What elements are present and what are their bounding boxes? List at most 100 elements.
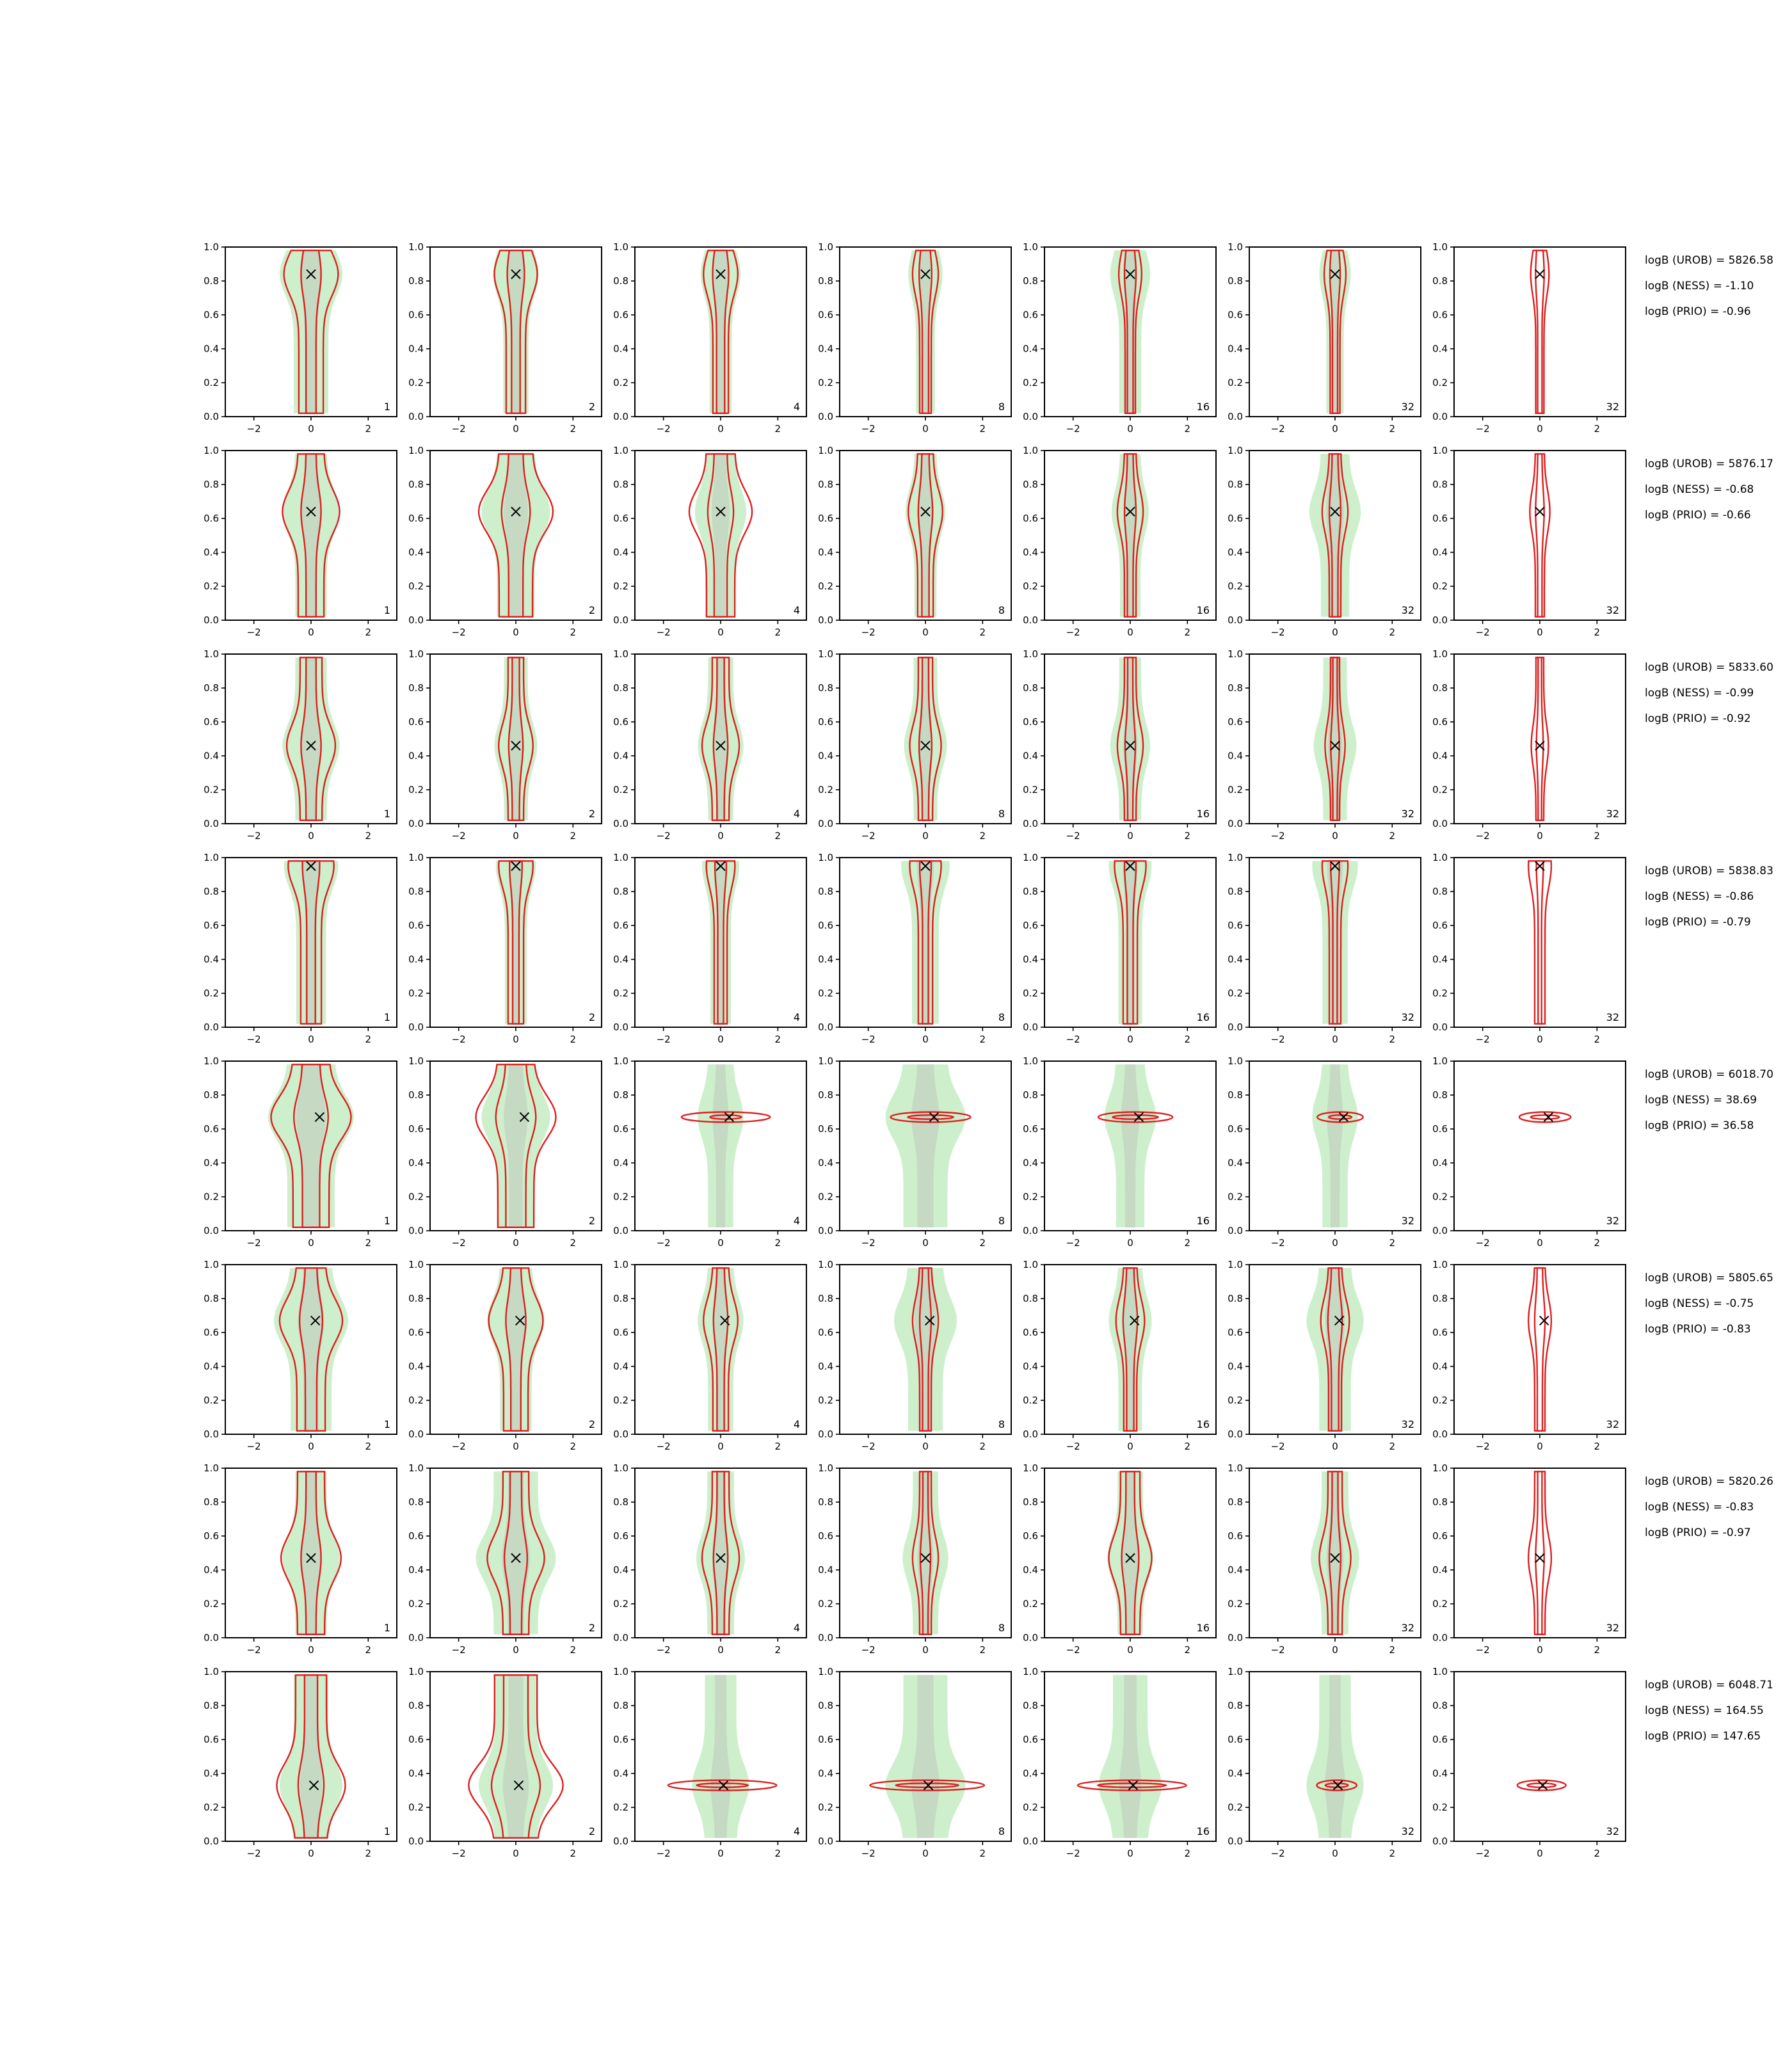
y-tick-label: 0.4 <box>818 343 833 355</box>
log-bayes-factor-text: logB (NESS) = -0.99 <box>1645 687 1754 700</box>
x-tick-label: 2 <box>980 830 986 842</box>
panel: 0.0 0.2 0.4 0.6 0.8 1.0 −2 0 2 32 <box>1432 241 1626 435</box>
y-tick-label: 1.0 <box>1023 445 1038 456</box>
x-tick-label: 2 <box>570 1034 577 1045</box>
reference-region-core <box>1327 1064 1343 1228</box>
y-tick-label: 1.0 <box>613 1259 628 1270</box>
plot-area <box>700 250 741 414</box>
true-value-marker <box>306 861 316 871</box>
panel: 0.0 0.2 0.4 0.6 0.8 1.0 −2 0 28 <box>818 241 1012 435</box>
panel: 0.0 0.2 0.4 0.6 0.8 1.0 −2 0 21 <box>204 241 397 435</box>
panel-number-label: 32 <box>1606 1011 1619 1023</box>
posterior-contour-outer <box>909 860 942 1025</box>
y-tick-label: 0.0 <box>613 614 628 626</box>
plot-area <box>905 453 946 618</box>
y-tick-label: 0.4 <box>1023 1361 1038 1372</box>
y-tick-label: 0.4 <box>204 1564 219 1576</box>
y-tick-label: 0.8 <box>1023 1293 1038 1304</box>
y-tick-label: 0.4 <box>613 343 628 355</box>
panel: 0.0 0.2 0.4 0.6 0.8 1.0 −2 0 2 16 <box>1023 1055 1217 1249</box>
x-tick-label: −2 <box>452 1644 466 1656</box>
posterior-contour-inner <box>1122 1267 1139 1432</box>
x-tick-label: 2 <box>1389 1441 1396 1452</box>
y-tick-label: 0.4 <box>1228 1157 1243 1169</box>
y-tick-label: 0.6 <box>818 1123 833 1135</box>
y-tick-label: 0.2 <box>613 580 628 592</box>
true-value-marker <box>511 269 521 280</box>
x-tick-label: −2 <box>657 627 671 638</box>
panel-number-label: 32 <box>1606 1825 1619 1837</box>
x-tick-label: −2 <box>1476 423 1490 435</box>
y-tick-label: 1.0 <box>408 852 424 863</box>
y-tick-label: 0.8 <box>1432 1293 1448 1304</box>
x-tick-label: −2 <box>1066 830 1080 842</box>
true-value-marker <box>306 506 316 517</box>
panel: 0.0 0.2 0.4 0.6 0.8 1.0 −2 0 22 <box>408 241 602 435</box>
panel-number-label: 8 <box>998 1825 1005 1837</box>
y-tick-label: 0.4 <box>204 750 219 762</box>
panel: 0.0 0.2 0.4 0.6 0.8 1.0 −2 0 2 4 <box>613 241 807 435</box>
y-tick-label: 0.6 <box>408 1123 424 1135</box>
plot-area <box>282 453 340 618</box>
posterior-contour-outer <box>1527 860 1553 1025</box>
y-tick-label: 0.2 <box>204 580 219 592</box>
y-tick-label: 0.0 <box>613 1021 628 1033</box>
y-tick-label: 0.6 <box>818 716 833 728</box>
plot-area <box>268 1064 354 1228</box>
panel: 0.0 0.2 0.4 0.6 0.8 1.0 −2 0 2 16 <box>1023 1259 1217 1452</box>
panel-number-label: 32 <box>1402 808 1414 820</box>
posterior-contour-outer <box>1518 1111 1572 1123</box>
x-tick-label: −2 <box>247 1644 261 1656</box>
y-tick-label: 0.0 <box>408 1632 424 1644</box>
x-tick-label: −2 <box>861 830 876 842</box>
y-tick-label: 0.4 <box>204 954 219 965</box>
x-tick-label: 0 <box>308 1644 314 1656</box>
y-tick-label: 0.4 <box>613 750 628 762</box>
y-tick-label: 0.4 <box>1432 547 1448 558</box>
y-tick-label: 0.6 <box>613 309 628 321</box>
posterior-contour-outer <box>477 453 554 618</box>
y-tick-label: 0.0 <box>408 411 424 422</box>
y-tick-label: 0.0 <box>1432 1632 1448 1644</box>
x-tick-label: 2 <box>1389 423 1396 435</box>
panel-number-label: 4 <box>794 1418 800 1430</box>
true-value-marker <box>716 861 726 871</box>
y-tick-label: 0.8 <box>818 1293 833 1304</box>
y-tick-label: 0.2 <box>613 784 628 796</box>
panel-number-label: 4 <box>794 401 800 413</box>
x-tick-label: 2 <box>570 423 577 435</box>
true-value-marker <box>1539 1315 1549 1326</box>
x-tick-label: 0 <box>1332 1034 1338 1045</box>
x-tick-label: 0 <box>308 830 314 842</box>
x-tick-label: 0 <box>513 1644 519 1656</box>
panel-number-label: 4 <box>794 1622 800 1634</box>
y-tick-label: 0.8 <box>1432 1700 1448 1711</box>
y-tick-label: 0.6 <box>204 1327 219 1338</box>
x-tick-label: 0 <box>1332 830 1338 842</box>
x-tick-label: −2 <box>1066 1848 1080 1859</box>
posterior-contour-outer <box>285 657 337 821</box>
true-value-marker <box>308 1780 319 1791</box>
y-tick-label: 0.6 <box>613 716 628 728</box>
y-tick-label: 0.4 <box>1228 1361 1243 1372</box>
true-value-marker <box>923 1780 934 1791</box>
y-tick-label: 1.0 <box>408 1259 424 1270</box>
x-tick-label: 2 <box>365 1441 372 1452</box>
posterior-contour-inner <box>1329 250 1341 414</box>
log-bayes-factor-text: logB (PRIO) = -0.79 <box>1645 916 1751 929</box>
y-tick-label: 0.6 <box>1432 1530 1448 1542</box>
panel: 0.0 0.2 0.4 0.6 0.8 1.0 −2 0 2 32 <box>1432 852 1626 1045</box>
y-tick-label: 0.6 <box>408 1327 424 1338</box>
x-tick-label: 2 <box>1185 1644 1191 1656</box>
y-tick-label: 0.8 <box>408 275 424 287</box>
y-tick-label: 0.0 <box>818 614 833 626</box>
plot-area <box>1110 657 1151 821</box>
panel-number-label: 1 <box>384 604 390 616</box>
true-value-marker <box>716 506 726 517</box>
y-tick-label: 1.0 <box>1023 1666 1038 1677</box>
y-tick-label: 0.0 <box>204 1632 219 1644</box>
plot-area <box>1112 453 1149 618</box>
x-tick-label: 0 <box>1537 1644 1543 1656</box>
y-tick-label: 1.0 <box>818 1666 833 1677</box>
y-tick-label: 0.0 <box>204 1836 219 1847</box>
